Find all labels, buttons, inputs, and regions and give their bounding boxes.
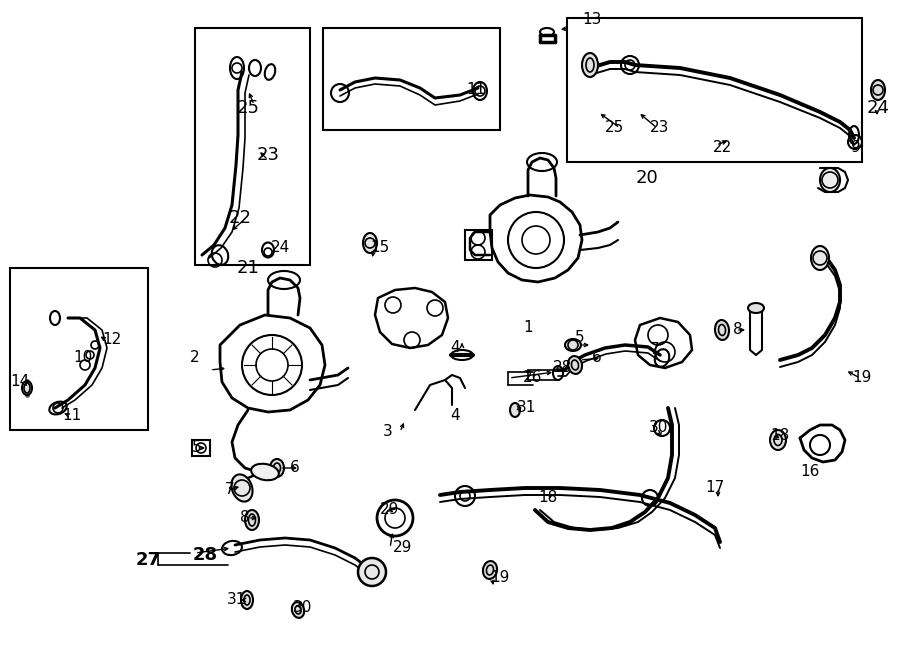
Ellipse shape [241, 591, 253, 609]
Text: 6: 6 [290, 461, 300, 475]
Text: 18: 18 [538, 490, 558, 506]
Text: 10: 10 [74, 350, 93, 366]
Ellipse shape [292, 602, 304, 618]
Text: 14: 14 [11, 375, 30, 389]
Text: 19: 19 [491, 570, 509, 586]
Text: 28: 28 [193, 546, 218, 564]
Text: 11: 11 [466, 83, 486, 98]
Bar [323, 28, 500, 130]
Text: 30: 30 [292, 600, 311, 615]
Text: 5: 5 [193, 440, 202, 455]
Bar [192, 440, 210, 456]
Text: 7: 7 [225, 483, 235, 498]
Text: 7: 7 [650, 342, 660, 358]
Ellipse shape [811, 246, 829, 270]
Ellipse shape [770, 430, 786, 450]
Text: 6: 6 [592, 350, 602, 366]
Text: 11: 11 [62, 407, 82, 422]
Ellipse shape [582, 53, 598, 77]
Bar [10, 268, 148, 430]
Text: 29: 29 [381, 502, 400, 518]
Ellipse shape [715, 320, 729, 340]
Text: 24: 24 [270, 241, 290, 256]
Ellipse shape [820, 168, 840, 192]
Ellipse shape [245, 510, 259, 530]
Text: 4: 4 [450, 407, 460, 422]
Text: 3: 3 [383, 424, 393, 440]
Text: 22: 22 [714, 141, 733, 155]
Ellipse shape [270, 459, 284, 477]
Text: 16: 16 [800, 465, 820, 479]
Text: 4: 4 [450, 340, 460, 356]
Ellipse shape [251, 464, 279, 481]
Text: 1: 1 [523, 321, 533, 336]
Text: 20: 20 [635, 169, 659, 187]
Text: 15: 15 [371, 241, 390, 256]
Text: 25: 25 [606, 120, 625, 136]
Text: 8: 8 [734, 323, 742, 338]
Text: 18: 18 [770, 428, 789, 442]
Text: 2: 2 [190, 350, 200, 366]
Text: 29: 29 [393, 541, 413, 555]
Text: 12: 12 [103, 332, 122, 348]
Text: 22: 22 [229, 209, 251, 227]
Ellipse shape [483, 561, 497, 579]
Text: 30: 30 [648, 420, 668, 436]
Text: 9: 9 [851, 141, 861, 155]
Circle shape [358, 558, 386, 586]
Ellipse shape [568, 356, 582, 374]
Text: 28: 28 [554, 360, 572, 375]
Text: 23: 23 [256, 146, 280, 164]
Ellipse shape [748, 303, 764, 313]
Text: 19: 19 [852, 371, 872, 385]
Bar [567, 18, 862, 162]
Text: 24: 24 [867, 99, 889, 117]
Ellipse shape [231, 475, 253, 502]
Text: 23: 23 [651, 120, 670, 136]
Text: 21: 21 [237, 259, 259, 277]
Bar [195, 28, 310, 265]
Ellipse shape [871, 80, 885, 100]
Text: 8: 8 [240, 510, 250, 525]
Bar [465, 230, 492, 260]
Ellipse shape [565, 339, 581, 351]
Text: 31: 31 [228, 592, 247, 607]
Text: 27: 27 [136, 551, 160, 569]
Text: 5: 5 [575, 330, 585, 346]
Ellipse shape [22, 381, 32, 395]
Text: 25: 25 [237, 99, 259, 117]
Ellipse shape [510, 403, 520, 417]
Text: 31: 31 [518, 401, 536, 416]
Ellipse shape [363, 233, 377, 253]
Text: 17: 17 [706, 481, 724, 496]
Text: 13: 13 [582, 13, 602, 28]
Text: 26: 26 [523, 371, 543, 385]
